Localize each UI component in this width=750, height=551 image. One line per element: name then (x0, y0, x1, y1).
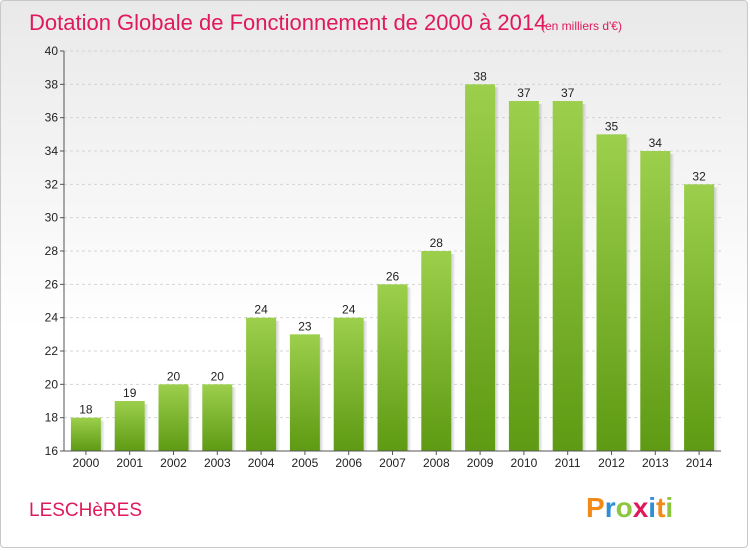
y-tick-label: 24 (45, 311, 59, 325)
bar-2007 (377, 284, 408, 451)
bar-2000 (70, 417, 101, 451)
y-tick-label: 18 (45, 411, 59, 425)
y-tick-label: 36 (45, 111, 59, 125)
x-tick-label: 2010 (511, 456, 538, 470)
y-tick-label: 28 (45, 244, 59, 258)
x-tick-label: 2011 (555, 456, 581, 470)
bar-2001 (114, 401, 145, 451)
y-tick-label: 22 (45, 344, 59, 358)
y-tick-label: 32 (45, 177, 59, 191)
y-tick-label: 38 (45, 77, 59, 91)
bar-2009 (465, 84, 496, 451)
x-tick-label: 2000 (73, 456, 100, 470)
bar-shadow (144, 404, 149, 451)
bar-shadow (670, 154, 675, 451)
data-label-2005: 23 (298, 319, 312, 333)
data-label-2006: 24 (342, 303, 356, 317)
bar-shadow (276, 320, 281, 451)
x-tick-label: 2001 (116, 456, 143, 470)
bar-2005 (289, 334, 320, 451)
proxiti-logo: Proxiti (586, 492, 673, 523)
data-label-2004: 24 (254, 303, 268, 317)
y-tick-label: 16 (45, 444, 59, 458)
bar-shadow (232, 387, 237, 451)
bar-2008 (421, 251, 452, 451)
x-tick-label: 2004 (248, 456, 275, 470)
bar-shadow (538, 104, 543, 451)
x-tick-label: 2014 (686, 456, 713, 470)
bar-shadow (319, 337, 324, 451)
axes: 16 18 20 22 24 26 28 30 32 34 36 38 40 2000 2001 2002 20… (45, 44, 721, 470)
x-tick-label: 2013 (642, 456, 669, 470)
data-label-2002: 20 (167, 369, 181, 383)
data-labels: 18 19 20 20 24 23 24 26 28 38 37 37 35 34 32 (79, 69, 706, 416)
place-name: LESCHèRES (29, 500, 142, 521)
x-tick-label: 2002 (160, 456, 187, 470)
data-label-2013: 34 (649, 136, 663, 150)
bars (70, 84, 719, 452)
x-tick-label: 2003 (204, 456, 231, 470)
bar-2003 (202, 384, 233, 451)
logo-text: Proxiti (586, 492, 673, 523)
data-label-2009: 38 (473, 69, 487, 83)
y-tick-label: 20 (45, 377, 59, 391)
x-tick-label: 2008 (423, 456, 450, 470)
bar-2013 (640, 151, 671, 451)
bar-2012 (596, 134, 627, 452)
bar-2006 (333, 317, 364, 451)
bar-2002 (158, 384, 189, 451)
chart-unit: (en milliers d'€) (541, 19, 622, 33)
data-label-2000: 18 (79, 403, 93, 417)
data-label-2010: 37 (517, 86, 531, 100)
bar-shadow (495, 87, 500, 451)
x-tick-label: 2009 (467, 456, 494, 470)
bar-shadow (451, 254, 456, 451)
data-label-2003: 20 (211, 369, 225, 383)
y-tick-label: 30 (45, 211, 59, 225)
data-label-2011: 37 (561, 86, 575, 100)
bar-2014 (684, 184, 715, 452)
y-tick-label: 34 (45, 144, 59, 158)
bar-shadow (188, 387, 193, 451)
data-label-2007: 26 (386, 269, 400, 283)
x-tick-label: 2005 (292, 456, 319, 470)
bar-shadow (100, 420, 105, 451)
data-label-2008: 28 (430, 236, 444, 250)
data-label-2012: 35 (605, 119, 619, 133)
x-tick-label: 2006 (335, 456, 362, 470)
y-tick-label: 40 (45, 44, 59, 58)
bar-shadow (363, 320, 368, 451)
bar-2004 (246, 317, 277, 451)
x-tick-label: 2007 (379, 456, 406, 470)
bar-2010 (508, 101, 539, 451)
bar-shadow (626, 137, 631, 452)
chart-title: Dotation Globale de Fonctionnement de 20… (29, 10, 546, 35)
bar-2011 (552, 101, 583, 451)
data-label-2014: 32 (692, 169, 706, 183)
bar-shadow (714, 187, 719, 452)
y-tick-label: 26 (45, 277, 59, 291)
bar-shadow (407, 287, 412, 451)
data-label-2001: 19 (123, 386, 137, 400)
x-tick-label: 2012 (598, 456, 625, 470)
bar-shadow (582, 104, 587, 451)
